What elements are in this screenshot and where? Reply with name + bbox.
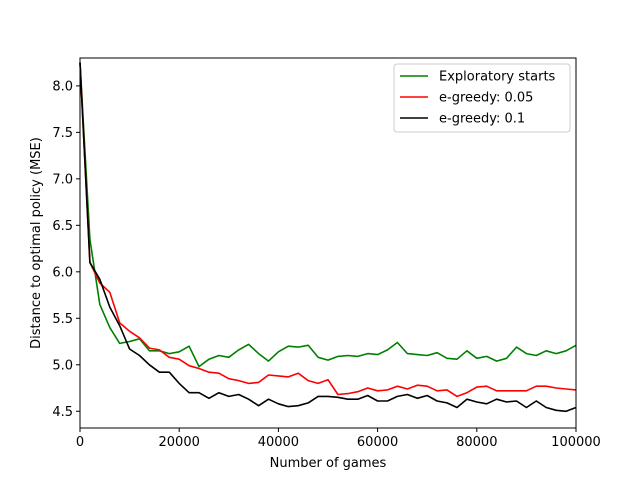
x-tick-label: 60000 [357, 435, 398, 450]
legend-items: Exploratory starts e-greedy: 0.05 e-greedy… [400, 70, 556, 127]
y-tick-label: 7.0 [52, 172, 73, 187]
y-tick-label: 6.0 [52, 265, 73, 280]
legend-label-2: e-greedy: 0.05 [439, 91, 533, 106]
y-tick-label: 7.5 [52, 126, 73, 141]
legend: Exploratory starts e-greedy: 0.05 e-greedy… [393, 63, 571, 133]
x-tick-label: 40000 [258, 435, 299, 450]
y-tick-label: 5.0 [52, 358, 73, 373]
plot-series-group [79, 62, 577, 413]
series-line-2 [79, 62, 577, 398]
x-tick-label: 100000 [551, 435, 601, 450]
y-tick-label: 4.5 [52, 405, 73, 420]
legend-box [393, 63, 571, 133]
legend-label-1: Exploratory starts [439, 70, 556, 85]
y-axis-ticks: 4.5 5.0 5.5 6.0 6.5 7.0 7.5 8.0 [52, 79, 80, 420]
x-tick-label: 80000 [456, 435, 497, 450]
y-axis-label: Distance to optimal policy (MSE) [29, 137, 44, 349]
y-tick-label: 8.0 [52, 79, 73, 94]
series-line-3 [79, 62, 577, 413]
y-tick-label: 6.5 [52, 219, 73, 234]
axes-frame [79, 57, 577, 429]
x-axis-label: Number of games [270, 456, 387, 471]
x-tick-label: 20000 [159, 435, 200, 450]
x-tick-label: 0 [76, 435, 84, 450]
legend-label-3: e-greedy: 0.1 [439, 112, 525, 127]
y-tick-label: 5.5 [52, 312, 73, 327]
x-axis-ticks: 0 20000 40000 60000 80000 100000 [76, 428, 601, 450]
